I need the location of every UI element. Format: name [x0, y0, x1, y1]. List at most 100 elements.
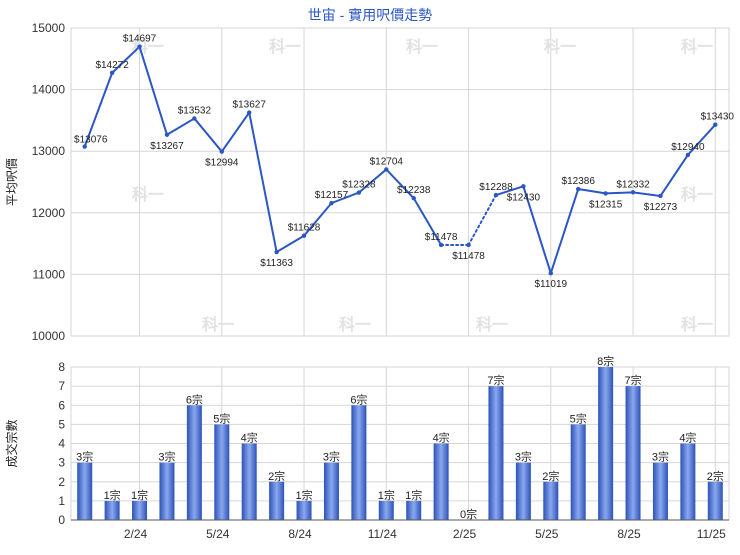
price-point	[274, 249, 279, 255]
volume-bar	[214, 424, 230, 520]
volume-bar-label: 3宗	[652, 450, 669, 464]
chart-title: 世宙 - 實用呎價走勢	[308, 7, 432, 23]
price-data-label: $13430	[701, 112, 735, 123]
volume-bar	[625, 386, 641, 520]
price-line-segment	[494, 185, 525, 197]
price-line-segment	[303, 202, 333, 237]
watermark: 科一	[544, 37, 576, 56]
watermark: 科一	[202, 315, 234, 334]
volume-bar-label: 6宗	[350, 392, 367, 406]
price-point	[384, 167, 389, 172]
price-point	[658, 193, 663, 199]
volume-bar-label: 1宗	[378, 488, 395, 502]
watermark: 科一	[681, 185, 713, 204]
price-line-segment	[275, 234, 306, 254]
volume-bar-label: 2宗	[707, 469, 724, 483]
volume-bar	[104, 500, 120, 520]
price-data-label: $12332	[616, 179, 650, 190]
bar-y-tick-label: 8	[58, 360, 65, 374]
volume-bar-label: 2宗	[268, 469, 285, 483]
price-data-label: $12157	[315, 190, 349, 201]
bar-x-tick-label: 11/25	[697, 527, 726, 541]
price-line-segment	[165, 117, 196, 136]
price-line-segment	[357, 168, 388, 194]
price-line-segment	[632, 191, 662, 197]
price-line-segment	[467, 194, 497, 246]
price-data-label: $12940	[671, 142, 705, 153]
volume-bar-label: 6宗	[186, 392, 203, 406]
volume-bar	[241, 443, 257, 520]
volume-bar-label: 7宗	[487, 373, 504, 387]
price-data-label: $13076	[74, 135, 108, 146]
watermark: 科一	[476, 315, 508, 334]
line-y-tick-label: 15000	[32, 21, 66, 35]
bar-x-tick-label: 11/24	[368, 527, 397, 541]
price-point	[82, 144, 87, 149]
volume-bar	[159, 462, 175, 520]
line-y-tick-label: 11000	[33, 267, 66, 281]
bar-x-tick-label: 2/24	[124, 527, 148, 541]
volume-bar-label: 1宗	[295, 488, 312, 502]
bar-panel: 0 1 2 3 4 5 6 7 8 3宗 1宗 1宗 3宗 6宗 5宗 4宗 2宗 1宗 3宗 6宗 1宗 1宗 4宗 0宗 7…	[4, 354, 730, 541]
bar-x-tick-label: 8/24	[288, 527, 312, 541]
volume-bar-label: 1宗	[405, 488, 422, 502]
line-y-tick-label: 12000	[32, 206, 66, 220]
bar-y-tick-label: 1	[58, 494, 65, 508]
volume-bar	[132, 500, 148, 520]
price-point	[466, 242, 471, 248]
price-line-segment	[577, 188, 607, 195]
bar-x-tick-label: 2/25	[453, 527, 477, 541]
price-point	[247, 110, 252, 115]
price-line-segment	[686, 123, 717, 156]
price-data-label: $14697	[123, 34, 157, 45]
volume-bar	[598, 367, 614, 520]
price-line-segment	[193, 117, 223, 153]
volume-bar	[515, 462, 531, 520]
price-data-label: $13627	[233, 100, 267, 111]
volume-bar	[433, 443, 449, 520]
price-line-segment	[549, 188, 580, 275]
bar-y-tick-label: 4	[58, 437, 65, 451]
price-data-label: $11019	[534, 279, 567, 290]
volume-bar-label: 4宗	[241, 431, 258, 445]
line-y-axis-label: 平均呎價	[5, 158, 19, 206]
line-plot-area	[70, 27, 730, 337]
price-line-segment	[83, 71, 114, 148]
price-point	[137, 44, 142, 49]
price-data-label: $13267	[150, 141, 184, 152]
price-point	[630, 190, 636, 195]
price-line-segment	[138, 45, 168, 136]
volume-bar-label: 5宗	[213, 411, 230, 425]
price-point	[356, 190, 362, 195]
price-point	[329, 200, 334, 206]
price-line-segment	[330, 191, 360, 205]
price-point	[109, 70, 115, 76]
volume-bar-label: 3宗	[158, 450, 175, 464]
bar-y-tick-label: 6	[58, 398, 65, 412]
volume-bar	[77, 462, 93, 520]
price-data-label: $13532	[178, 105, 212, 116]
price-line-segment	[522, 185, 552, 275]
volume-bar	[378, 500, 394, 520]
volume-bar-label: 7宗	[624, 373, 641, 387]
price-data-label: $12386	[562, 176, 596, 187]
price-line-segment	[111, 45, 141, 74]
price-point	[603, 191, 608, 196]
watermark: 科一	[681, 37, 713, 56]
volume-bar-label: 3宗	[76, 450, 93, 464]
watermark: 科一	[681, 315, 713, 334]
price-line-segment	[248, 111, 278, 254]
price-data-label: $11363	[260, 258, 293, 269]
price-point	[219, 149, 224, 154]
bar-y-tick-label: 2	[58, 475, 65, 489]
price-data-label: $12430	[507, 192, 541, 203]
price-data-label: $11478	[425, 232, 458, 243]
price-line-segment	[659, 153, 689, 197]
volume-bar	[269, 481, 285, 520]
volume-bar-label: 4宗	[433, 431, 450, 445]
price-line-segment	[220, 111, 251, 153]
bar-x-tick-label: 5/25	[535, 527, 559, 541]
price-data-label: $12238	[397, 185, 431, 196]
price-data-label: $12288	[479, 182, 513, 193]
